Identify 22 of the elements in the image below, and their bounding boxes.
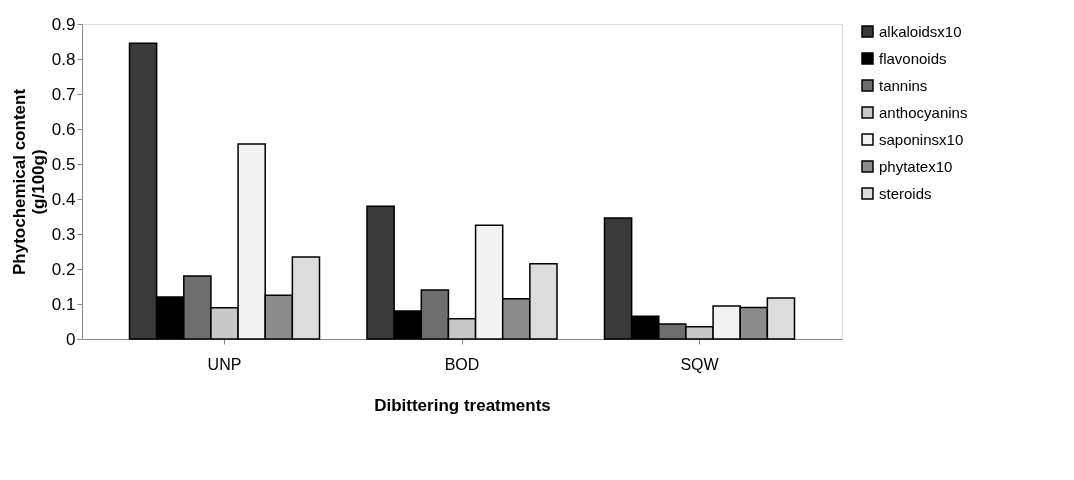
y-tick-label: 0.6 — [51, 119, 76, 139]
y-axis-title: Phytochemical content (g/100g) — [9, 88, 48, 276]
y-tick-label: 0.3 — [51, 224, 76, 244]
legend-label: saponinsx10 — [879, 130, 964, 148]
legend-label: steroids — [879, 184, 932, 202]
legend-label: alkaloidsx10 — [879, 22, 962, 40]
x-tick-label: UNP — [207, 355, 242, 373]
x-axis-title: Dibittering treatments — [374, 395, 551, 415]
legend-label: phytatex10 — [879, 157, 953, 175]
y-tick-label: 0.1 — [51, 294, 76, 314]
y-tick-label: 0.4 — [51, 189, 76, 209]
y-tick-label: 0.7 — [51, 84, 76, 104]
y-tick-label: 0.5 — [51, 154, 76, 174]
y-tick-label: 0.2 — [51, 259, 76, 279]
legend-label: flavonoids — [879, 49, 947, 67]
y-tick-label: 0.9 — [51, 14, 76, 34]
x-tick-label: BOD — [444, 355, 480, 373]
legend-label: tannins — [879, 76, 928, 94]
y-tick-label: 0 — [66, 329, 76, 349]
y-tick-label: 0.8 — [51, 49, 76, 69]
x-tick-label: SQW — [680, 355, 720, 373]
legend-label: anthocyanins — [879, 103, 968, 121]
